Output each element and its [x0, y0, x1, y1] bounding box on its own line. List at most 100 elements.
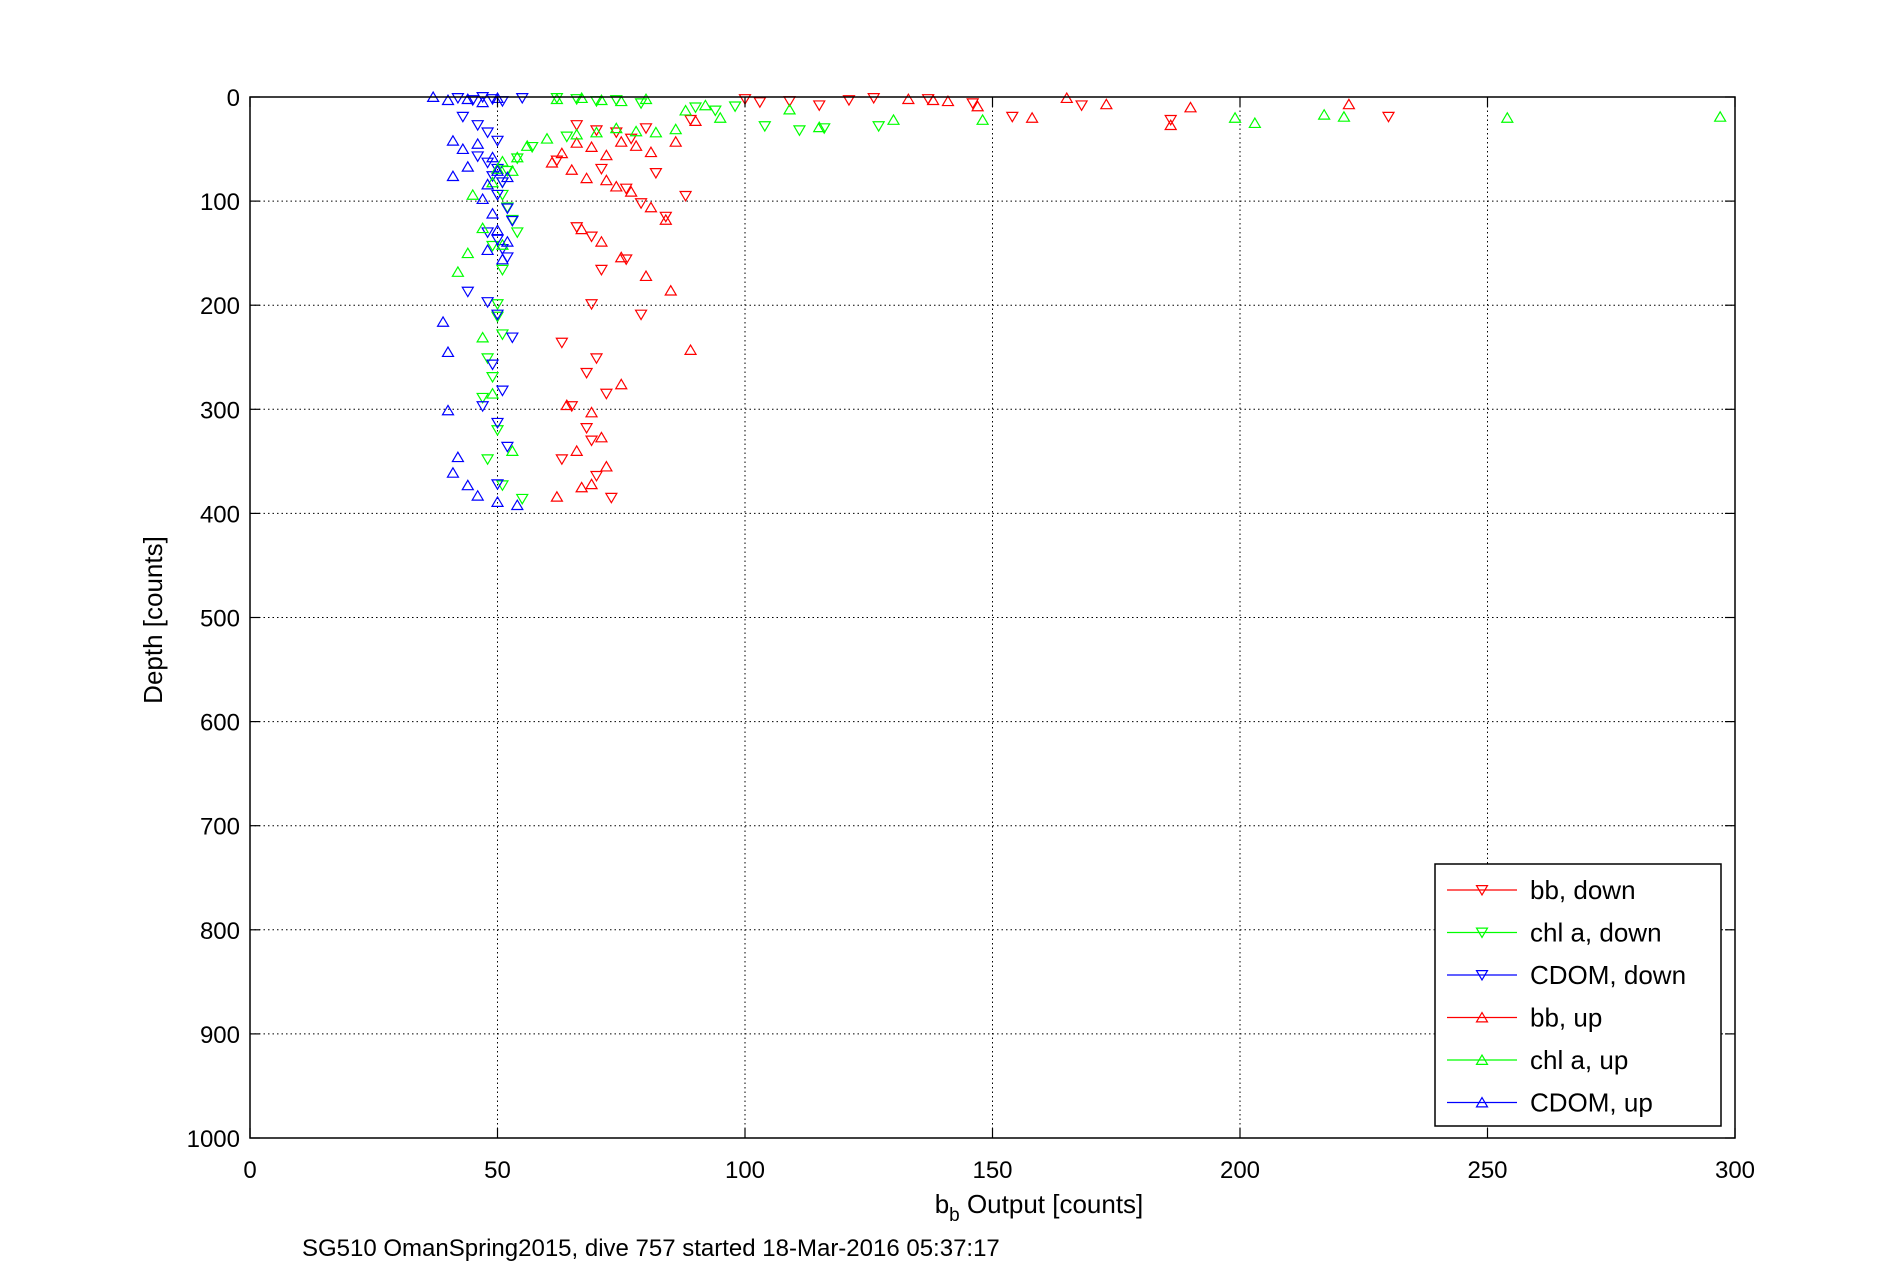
data-point	[570, 120, 584, 132]
x-tick-label: 200	[1220, 1157, 1260, 1184]
data-point	[550, 490, 564, 502]
data-point	[971, 100, 985, 112]
data-point	[476, 96, 490, 108]
data-point	[525, 141, 539, 154]
data-point	[753, 97, 767, 109]
data-point	[476, 192, 490, 205]
data-point	[1500, 111, 1514, 123]
x-tick-label: 50	[484, 1157, 511, 1184]
data-point	[713, 111, 727, 123]
data-point	[659, 213, 673, 225]
data-point	[619, 254, 633, 266]
data-point	[500, 235, 514, 247]
data-point	[471, 151, 485, 163]
data-point	[644, 146, 658, 158]
axis-ticks	[249, 96, 1736, 1139]
data-point	[570, 94, 584, 106]
series-4	[451, 91, 1727, 456]
data-point	[585, 406, 599, 418]
data-point	[456, 111, 470, 123]
data-point	[446, 134, 460, 146]
data-point	[481, 157, 495, 169]
y-tick-labels: 0 100 200 300 400 500 600 700 800 900 1000	[187, 85, 240, 1153]
x-tick-label: 300	[1715, 1157, 1755, 1184]
data-point	[614, 135, 628, 147]
data-point	[510, 151, 524, 163]
data-point	[941, 95, 955, 107]
data-point	[1381, 111, 1396, 123]
data-point	[580, 367, 594, 379]
data-point	[614, 95, 628, 107]
data-point	[476, 401, 490, 413]
legend-entry: chl a, up	[1530, 1045, 1628, 1075]
data-point	[585, 299, 599, 311]
data-point	[486, 372, 500, 384]
data-point	[545, 156, 559, 168]
data-point	[1337, 110, 1351, 122]
data-point	[500, 171, 514, 183]
data-point	[649, 126, 663, 138]
data-point	[481, 127, 495, 139]
data-point	[510, 153, 524, 165]
data-point	[555, 337, 569, 349]
data-point	[639, 123, 653, 135]
data-point	[634, 198, 648, 210]
legend: bb, down chl a, down CDOM, down bb, up chl a…	[1434, 863, 1722, 1127]
data-point	[812, 121, 826, 133]
data-point	[589, 126, 604, 138]
legend-marker	[1475, 884, 1489, 897]
data-point	[461, 160, 475, 172]
data-point	[436, 315, 450, 327]
data-point	[495, 329, 509, 341]
data-point	[490, 299, 505, 311]
y-tick-label: 900	[200, 1022, 240, 1049]
data-point	[451, 265, 465, 277]
data-point	[505, 444, 519, 456]
data-point	[589, 125, 604, 137]
data-point	[560, 399, 574, 411]
data-point	[486, 207, 500, 219]
data-point	[599, 388, 613, 400]
data-point	[599, 174, 613, 186]
y-tick-label: 0	[227, 85, 240, 112]
data-point	[664, 284, 678, 296]
data-point	[495, 238, 509, 250]
data-point	[614, 251, 628, 263]
data-point	[505, 332, 519, 344]
data-point	[481, 353, 495, 365]
data-point	[594, 163, 608, 175]
data-point	[669, 123, 683, 135]
data-point	[585, 140, 599, 152]
x-tick-label: 100	[725, 1157, 765, 1184]
data-point	[565, 163, 579, 175]
data-point	[1025, 111, 1039, 123]
x-tick-label: 150	[972, 1157, 1012, 1184]
data-point	[476, 331, 490, 343]
y-tick-label: 800	[200, 918, 240, 945]
data-point	[490, 311, 505, 323]
legend-marker	[1475, 1096, 1489, 1108]
data-point	[679, 104, 693, 116]
data-point	[575, 91, 589, 104]
data-point	[441, 93, 455, 106]
legend-entry: CDOM, up	[1530, 1088, 1653, 1118]
data-point	[1075, 100, 1089, 112]
data-point	[515, 93, 529, 105]
data-point	[599, 149, 613, 161]
data-point	[1317, 108, 1331, 120]
data-point	[495, 177, 509, 189]
data-point	[570, 136, 584, 148]
data-point	[783, 103, 797, 115]
data-point	[580, 172, 594, 184]
data-point	[505, 164, 519, 176]
data-point	[441, 345, 455, 358]
data-point	[490, 417, 505, 429]
data-point	[540, 132, 554, 144]
y-tick-label: 100	[200, 189, 240, 216]
y-tick-label: 600	[200, 710, 240, 737]
legend-marker	[1475, 969, 1489, 982]
data-point	[495, 385, 509, 397]
data-point	[594, 431, 608, 443]
data-point	[486, 94, 500, 106]
